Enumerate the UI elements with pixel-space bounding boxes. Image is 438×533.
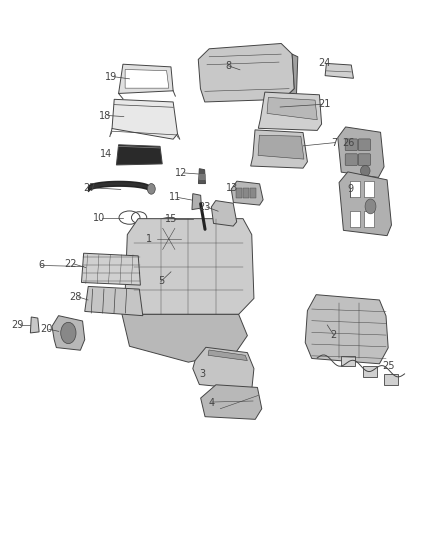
Polygon shape [198,168,205,183]
Polygon shape [258,92,321,131]
Polygon shape [283,54,298,104]
FancyBboxPatch shape [364,181,374,197]
FancyBboxPatch shape [341,356,355,367]
Polygon shape [81,253,141,285]
Ellipse shape [61,322,76,344]
Polygon shape [198,44,294,102]
Polygon shape [208,350,247,361]
Polygon shape [325,63,353,78]
Text: 21: 21 [318,99,331,109]
Text: 1: 1 [146,234,152,244]
Text: 20: 20 [40,324,52,334]
Text: 14: 14 [100,149,113,159]
Text: 9: 9 [347,184,353,195]
Text: 22: 22 [64,259,77,269]
Ellipse shape [148,183,155,194]
FancyBboxPatch shape [364,211,374,227]
FancyBboxPatch shape [363,367,377,377]
Text: 13: 13 [226,183,238,193]
Ellipse shape [365,199,376,214]
Text: 8: 8 [225,61,231,70]
Polygon shape [231,181,263,205]
FancyBboxPatch shape [385,374,399,385]
Polygon shape [117,145,162,165]
Text: 24: 24 [318,59,330,68]
Text: 23: 23 [198,202,210,212]
FancyBboxPatch shape [243,188,249,198]
Text: 3: 3 [200,369,206,379]
Polygon shape [192,193,201,209]
Polygon shape [339,172,392,236]
Text: 26: 26 [342,138,354,148]
Text: 19: 19 [105,72,117,82]
FancyBboxPatch shape [250,188,256,198]
Text: 10: 10 [93,213,106,223]
Polygon shape [119,64,173,93]
Polygon shape [305,295,388,364]
FancyBboxPatch shape [345,139,357,151]
FancyBboxPatch shape [350,181,360,197]
Polygon shape [338,127,384,177]
Polygon shape [125,219,254,314]
Ellipse shape [162,232,175,246]
FancyBboxPatch shape [199,174,205,179]
Text: 15: 15 [165,214,177,224]
Polygon shape [112,99,177,139]
Text: 28: 28 [69,292,81,302]
Text: 2: 2 [331,329,337,340]
Polygon shape [52,316,85,350]
Text: 27: 27 [83,183,96,193]
Polygon shape [30,317,39,333]
Text: 12: 12 [175,168,187,178]
Polygon shape [125,69,169,88]
Polygon shape [193,348,254,390]
FancyBboxPatch shape [358,139,371,151]
Text: 6: 6 [38,261,44,270]
Polygon shape [258,135,304,159]
Text: 7: 7 [331,138,337,148]
Polygon shape [267,98,317,120]
FancyBboxPatch shape [345,154,357,165]
Text: 25: 25 [383,361,395,372]
Text: 11: 11 [169,192,181,203]
Polygon shape [85,286,143,316]
FancyBboxPatch shape [358,154,371,165]
Text: 4: 4 [208,398,215,408]
Ellipse shape [155,224,183,254]
Text: 5: 5 [158,277,164,286]
Ellipse shape [148,217,190,260]
FancyBboxPatch shape [236,188,242,198]
Text: 18: 18 [99,110,111,120]
Polygon shape [201,385,262,419]
Polygon shape [251,130,307,168]
Polygon shape [212,200,237,226]
Text: 29: 29 [11,320,24,330]
FancyBboxPatch shape [350,211,360,227]
Ellipse shape [360,165,370,176]
Polygon shape [121,293,247,362]
